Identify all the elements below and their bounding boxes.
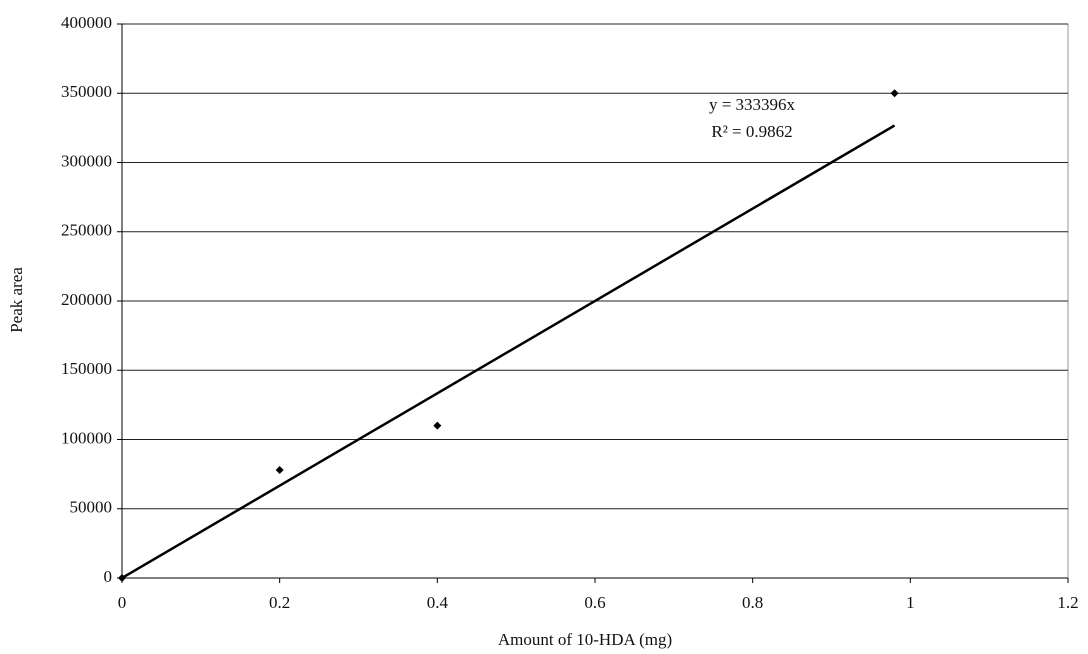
y-tick-label: 300000: [61, 151, 112, 170]
trendline-equation: y = 333396x: [709, 95, 796, 114]
r-squared-label: R² = 0.9862: [711, 122, 792, 141]
y-tick-label: 350000: [61, 82, 112, 101]
point: [433, 422, 441, 430]
page: Amount of 10-HDA (mg) Peak area 05000010…: [0, 0, 1088, 654]
x-tick-label: 1: [906, 593, 915, 612]
y-tick-label: 250000: [61, 221, 112, 240]
x-tick-label: 0.8: [742, 593, 763, 612]
x-tick-label: 0: [118, 593, 127, 612]
y-tick-label: 0: [104, 567, 113, 586]
point: [891, 89, 899, 97]
x-tick-label: 0.4: [427, 593, 449, 612]
y-tick-label: 100000: [61, 428, 112, 447]
x-tick-label: 0.6: [584, 593, 605, 612]
y-tick-label: 150000: [61, 359, 112, 378]
point: [276, 466, 284, 474]
x-tick-label: 1.2: [1057, 593, 1078, 612]
y-axis-title: Peak area: [7, 267, 26, 333]
trendline: [122, 125, 895, 578]
x-tick-label: 0.2: [269, 593, 290, 612]
y-tick-label: 50000: [70, 498, 113, 517]
x-axis-title: Amount of 10-HDA (mg): [498, 630, 672, 649]
y-tick-label: 400000: [61, 13, 112, 32]
chart: Amount of 10-HDA (mg) Peak area 05000010…: [0, 0, 1088, 654]
y-tick-label: 200000: [61, 290, 112, 309]
